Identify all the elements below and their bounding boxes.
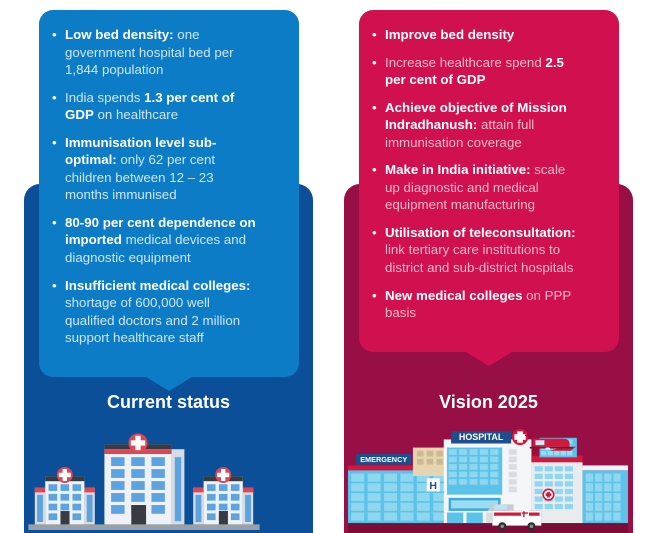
svg-text:H: H [429,480,437,492]
svg-text:EMERGENCY: EMERGENCY [360,455,407,464]
svg-text:HOSPITAL: HOSPITAL [459,432,504,442]
